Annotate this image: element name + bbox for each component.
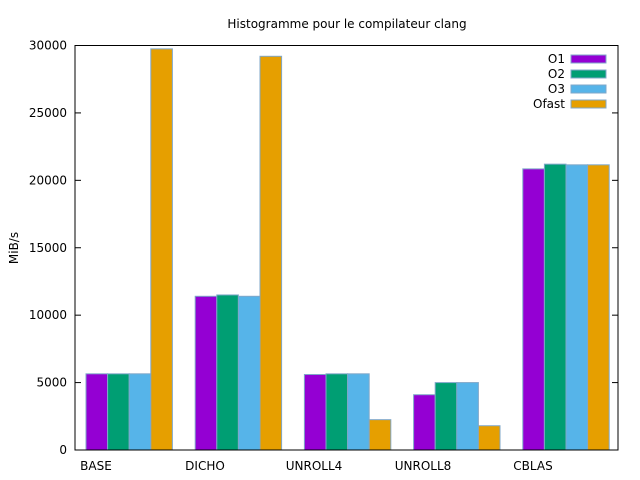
legend-label: O1 [548,52,565,66]
bar-series-group [85,48,610,451]
y-tick-label: 30000 [29,39,67,53]
y-axis-ticks: 0 5000 10000 15000 20000 25000 30000 [29,39,618,457]
bar-o1-cblas [522,168,545,451]
bar-o1-unroll4 [303,373,327,451]
bar-o3-unroll8 [456,382,479,451]
y-tick-label: 15000 [29,241,67,255]
bar-o3-base [128,373,152,451]
bar-ofast-cblas [587,164,610,451]
y-tick-label: 25000 [29,106,67,120]
legend-label: O2 [548,67,565,81]
bar-ofast-dicho [259,55,283,451]
bar-ofast-base [150,48,173,451]
bar-o2-unroll8 [434,382,458,451]
bar-o1-dicho [194,295,218,451]
y-tick-label: 5000 [36,376,67,390]
legend-label: O3 [548,82,565,96]
bar-o3-cblas [565,164,589,451]
bar-o1-base [85,373,109,451]
legend-label: Ofast [533,97,565,111]
x-tick-label: UNROLL8 [395,459,452,473]
chart-title: Histogramme pour le compilateur clang [227,17,466,31]
x-tick-label: UNROLL4 [286,459,343,473]
bar-o3-unroll4 [347,373,370,451]
bar-ofast-unroll4 [368,419,392,451]
x-axis-ticks: BASE DICHO UNROLL4 UNROLL8 CBLAS [80,459,553,473]
bar-o1-unroll8 [413,394,436,451]
bar-o2-base [107,373,130,451]
legend-swatch [570,54,607,64]
x-tick-label: CBLAS [513,459,552,473]
y-axis-label: MiB/s [7,232,21,264]
bar-o3-dicho [237,295,261,451]
y-tick-label: 20000 [29,173,67,187]
x-tick-label: BASE [80,459,112,473]
bar-o2-dicho [216,294,239,451]
y-tick-label: 0 [59,443,67,457]
y-tick-label: 10000 [29,308,67,322]
bar-o2-unroll4 [325,373,349,451]
plot-frame [74,45,619,451]
bar-o2-cblas [543,163,567,451]
legend-swatch [570,99,607,109]
legend-swatch [570,69,607,79]
x-tick-label: DICHO [185,459,225,473]
bar-ofast-unroll8 [477,425,501,451]
legend-swatch [570,84,607,94]
